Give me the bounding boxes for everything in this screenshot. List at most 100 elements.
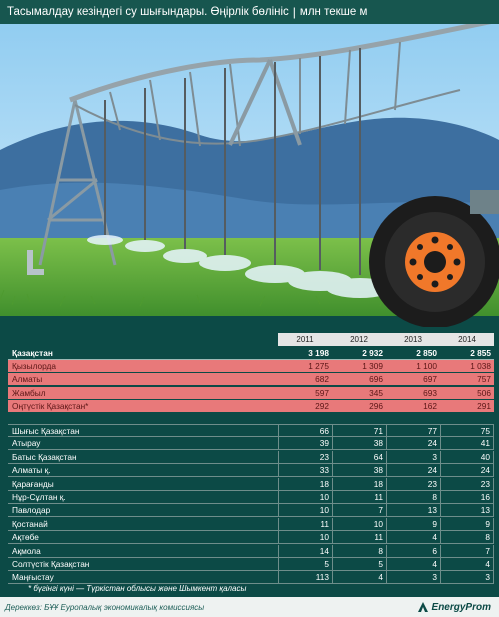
value-cell: 1 038 [440,360,494,373]
value-cell: 24 [386,464,440,478]
region-name: Қарағанды [8,478,278,491]
value-cell: 40 [440,450,494,464]
value-cell: 8 [386,491,440,504]
value-cell: 75 [440,424,494,437]
highlight-row: Алматы 682 696 697 757 [8,373,494,387]
band [0,316,499,327]
value-cell: 39 [278,437,332,451]
value-cell: 4 [386,558,440,571]
value-cell: 14 [278,544,332,558]
table-row: Маңғыстау 113 4 3 3 [8,571,494,585]
value-cell: 1 275 [278,360,332,373]
value-cell: 23 [386,477,440,491]
highlight-row: Қызылорда 1 275 1 309 1 100 1 038 [8,360,494,373]
title-separator: | [292,5,296,19]
region-name: Атырау [8,437,278,451]
value-cell: 696 [332,373,386,387]
table-row: Атырау 39 38 24 41 [8,437,494,451]
brand-mark-icon [417,602,428,612]
value-cell: 77 [386,424,440,437]
value-cell: 5 [332,558,386,571]
value-cell: 693 [386,386,440,400]
source-bar: Дереккөз: БҰҰ Еуропалық экономикалық ком… [0,597,499,617]
value-cell: 16 [440,491,494,504]
value-cell: 38 [332,437,386,451]
region-name: Алматы [8,373,278,387]
region-name: Батыс Қазақстан [8,451,278,464]
value-cell: 7 [332,504,386,518]
irrigation-illustration [0,0,499,327]
value-cell: 8 [440,531,494,545]
chart-unit: млн текше м [299,6,368,18]
value-cell: 757 [440,373,494,387]
value-cell: 18 [332,477,386,491]
footnote: * бүгінгі күні — Түркістан облысы және Ш… [28,584,247,593]
table-row: Батыс Қазақстан 23 64 3 40 [8,450,494,464]
value-cell: 8 [332,544,386,558]
region-name: Ақмола [8,545,278,558]
value-cell: 71 [332,424,386,437]
highlight-row: Жамбыл 597 345 693 506 [8,386,494,400]
value-cell: 5 [278,558,332,571]
value-cell: 66 [278,424,332,437]
source-text: Дереккөз: БҰҰ Еуропалық экономикалық ком… [5,602,205,612]
value-cell: 64 [332,450,386,464]
value-cell: 6 [386,544,440,558]
header-row: 2011 2012 2013 2014 [8,333,494,346]
value-cell: 13 [440,504,494,518]
value-cell: 4 [440,558,494,571]
value-cell: 10 [278,504,332,518]
value-cell: 2 932 [332,347,386,360]
value-cell: 11 [332,491,386,504]
value-cell: 23 [278,450,332,464]
value-cell: 113 [278,571,332,585]
table-row: Ақмола 14 8 6 7 [8,544,494,558]
water-sprays [87,235,394,298]
region-name: Маңғыстау [8,571,278,585]
tractor-wheel [369,190,499,327]
value-cell: 682 [278,373,332,387]
drop-hoses [104,48,361,275]
table-row: Шығыс Қазақстан 66 71 77 75 [8,424,494,437]
year-header: 2013 [386,333,440,346]
region-name: Шығыс Қазақстан [8,424,278,437]
value-cell: 41 [440,437,494,451]
value-cell: 292 [278,400,332,414]
table-row: Алматы қ. 33 38 24 24 [8,464,494,478]
region-name: Қостанай [8,518,278,531]
truss-arm [69,17,499,103]
region-name: Жамбыл [8,386,278,400]
value-cell: 597 [278,386,332,400]
value-cell: 33 [278,464,332,478]
value-cell: 291 [440,400,494,414]
brand-name: EnergyProm [431,601,491,613]
value-cell: 38 [332,464,386,478]
region-name: Павлодар [8,504,278,518]
value-cell: 345 [332,386,386,400]
truss-cables [74,41,461,147]
region-name: Алматы қ. [8,464,278,478]
value-cell: 10 [332,517,386,531]
value-cell: 506 [440,386,494,400]
value-cell: 162 [386,400,440,414]
header-spacer [8,333,278,346]
region-name: Нұр-Сұлтан қ. [8,491,278,504]
value-cell: 9 [440,517,494,531]
value-cell: 11 [332,531,386,545]
table-row: Солтүстік Қазақстан 5 5 4 4 [8,558,494,571]
value-cell: 10 [278,491,332,504]
total-row: Қазақстан 3 198 2 932 2 850 2 855 [8,347,494,360]
year-header: 2011 [278,333,332,346]
table-row: Қостанай 11 10 9 9 [8,517,494,531]
year-header: 2014 [440,333,494,346]
value-cell: 7 [440,544,494,558]
value-cell: 697 [386,373,440,387]
highlight-row: Оңтүстік Қазақстан* 292 296 162 291 [8,400,494,414]
value-cell: 4 [386,531,440,545]
table-row: Қарағанды 18 18 23 23 [8,477,494,491]
table-row: Ақтөбе 10 11 4 8 [8,531,494,545]
brand-logo: EnergyProm [416,600,491,614]
value-cell: 1 309 [332,360,386,373]
value-cell: 4 [332,571,386,585]
chart-title: Тасымалдау кезіндегі су шығындары. Өңірл… [7,6,289,18]
